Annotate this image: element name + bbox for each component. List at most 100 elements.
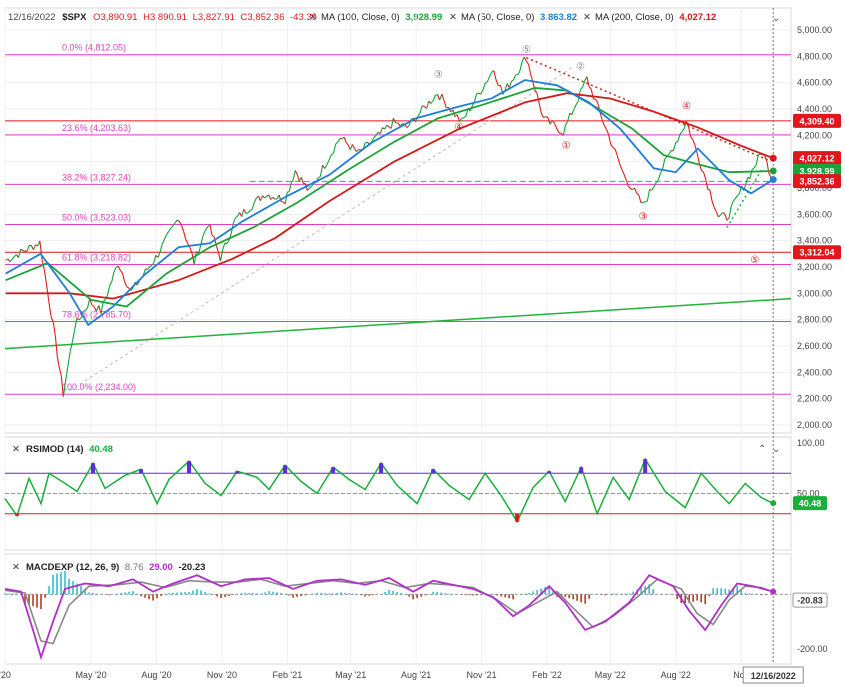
close-rsi-icon[interactable]: ✕ (12, 444, 20, 455)
rsi-overbought-fill (139, 469, 144, 474)
macd-hist-bar (524, 593, 526, 595)
price-segment (247, 210, 251, 214)
header-close: C3,852.36 (241, 12, 285, 23)
price-segment (493, 70, 497, 80)
price-segment (556, 128, 560, 134)
price-segment (701, 169, 704, 173)
price-segment (211, 234, 215, 238)
price-segment (461, 117, 464, 119)
price-segment (322, 164, 326, 169)
macd-hist-bar (304, 594, 306, 596)
cursor-date-box (742, 666, 804, 684)
price-badge-text: 3,312.04 (799, 248, 834, 258)
price-segment (253, 197, 257, 203)
close-ma200-icon[interactable]: ✕ (583, 12, 591, 23)
price-segment (193, 251, 198, 265)
price-segment (618, 163, 623, 170)
macd-line (4, 574, 774, 661)
macd-hist-bar (740, 589, 743, 595)
price-segment (98, 305, 102, 314)
close-macd-icon[interactable]: ✕ (12, 562, 20, 573)
rsi-overbought-fill (379, 463, 384, 474)
price-segment (109, 281, 113, 287)
macd-hist-bar (204, 591, 206, 595)
x-tick-label: Nov '21 (466, 670, 496, 680)
macd-hist-bar (632, 591, 634, 595)
y-tick-label: 2,400.00 (797, 367, 832, 377)
price-segment (621, 168, 625, 175)
macd-hist-bar (284, 593, 286, 595)
macd-hist-bar (8, 593, 10, 595)
y-tick-label: 5,000.00 (797, 25, 832, 35)
price-segment (612, 147, 616, 150)
price-segment (530, 74, 534, 82)
price-segment (655, 179, 659, 184)
price-segment (392, 117, 397, 124)
price-segment (76, 317, 80, 321)
close-ma50-icon[interactable]: ✕ (449, 12, 457, 23)
svg-text:MA (100, Close, 0) 3,928: MA (100, Close, 0) 3,928.99 (321, 12, 442, 23)
macd-hist-bar (444, 593, 446, 595)
macd-hist-bar (252, 593, 254, 595)
close-ma100-icon[interactable]: ✕ (309, 12, 317, 23)
price-segment (106, 286, 111, 296)
macd-hist-bar (568, 594, 570, 599)
rsi-title: RSIMOD (14) (26, 444, 84, 455)
price-segment (595, 99, 599, 103)
price-segment (161, 239, 165, 245)
macd-hist-bar (160, 594, 162, 596)
price-segment (91, 304, 95, 308)
y-tick-label: 2,200.00 (797, 394, 832, 404)
price-segment (343, 136, 347, 143)
macd-hist-bar (396, 591, 398, 595)
price-axis[interactable]: 5,000.00 4,800.00 4,600.00 4,400.00 4,200.00… (797, 25, 832, 430)
price-segment (330, 152, 334, 156)
green-wedge-line (726, 167, 764, 228)
price-segment (711, 200, 715, 208)
price-segment (62, 380, 67, 397)
chevron-down-icon[interactable]: ⌄ (772, 13, 780, 24)
price-segment (82, 309, 86, 313)
price-segment (590, 89, 594, 100)
price-segment (226, 240, 230, 244)
price-segment (554, 123, 558, 129)
macd-hist-bar (748, 593, 751, 595)
price-segment (534, 89, 538, 94)
chevron-down-icon[interactable]: ⌄ (772, 444, 780, 455)
macd-hist-bar (164, 593, 166, 595)
macd-hist-bar (508, 594, 510, 599)
macd-hist-bar (184, 592, 186, 595)
price-segment (646, 189, 651, 202)
price-segment (513, 74, 517, 80)
price-segment (373, 134, 377, 139)
price-segment (696, 153, 700, 164)
time-axis[interactable]: '20 May '20 Aug '20 Nov '20 Feb '21 May '21 Au… (0, 666, 804, 684)
y-tick-label: 2,600.00 (797, 341, 832, 351)
price-segment (549, 120, 553, 125)
macd-hist-bar (56, 573, 58, 595)
macd-hist-bar (412, 594, 414, 600)
macd-hist-bar (16, 593, 18, 595)
macd-hist-bar (132, 591, 134, 595)
price-segment (235, 215, 238, 219)
price-segment (272, 196, 276, 200)
wave-label: ① (562, 141, 571, 152)
macd-hist-bar (188, 591, 190, 595)
x-tick-label: May '22 (595, 670, 626, 680)
price-segment (222, 243, 226, 250)
svg-text:RSIMOD (14) 40.48: RSIMOD (14) 40.48 (26, 444, 113, 455)
price-segment (198, 243, 202, 254)
price-segment (517, 70, 521, 75)
price-badge-text: 3,852.36 (799, 177, 834, 187)
chevron-up-icon[interactable]: ⌃ (758, 444, 766, 455)
rsi-overbought-fill (579, 467, 584, 474)
macd-hist-bar (576, 594, 578, 601)
price-segment (159, 243, 163, 253)
fib-label: 50.0% (3,523.03) (62, 212, 131, 222)
svg-text:12/16/2022 $SPX O3: 12/16/2022 $SPX O3,890.91 H3,890.91 L3,8… (8, 12, 317, 23)
macd-hist-bar (200, 590, 202, 595)
macd-hist-bar (624, 593, 626, 595)
rsi-overbought-fill (643, 459, 648, 474)
price-segment (11, 256, 15, 260)
